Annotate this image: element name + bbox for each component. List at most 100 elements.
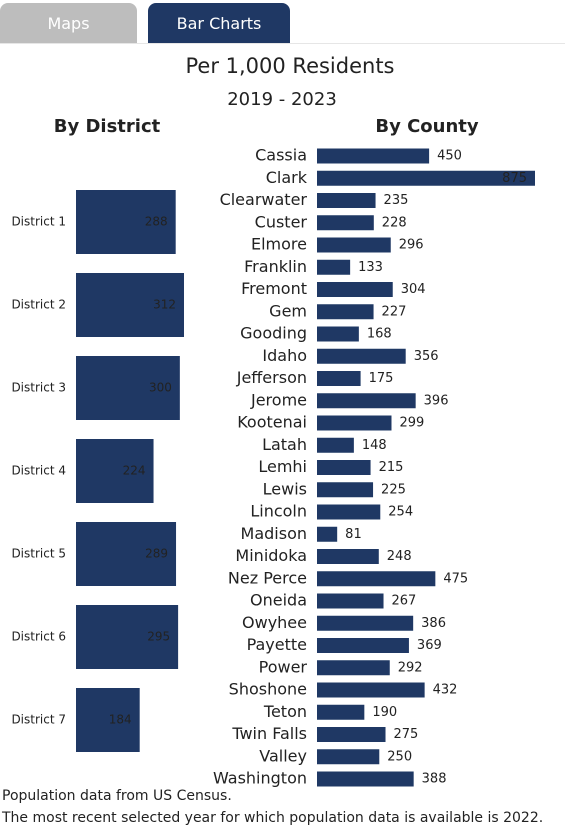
value-label: 225 [381,482,406,497]
value-label: 875 [502,171,527,186]
category-label: Gem [269,301,307,320]
category-label: Jefferson [236,368,307,387]
value-label: 296 [399,238,424,253]
value-label: 356 [414,349,439,364]
category-label: Idaho [262,346,307,365]
category-label: Minidoka [235,546,307,565]
bar [317,593,384,609]
value-label: 224 [123,464,146,478]
value-label: 168 [367,327,392,342]
bar [317,170,535,186]
bar [317,749,380,765]
note: Population data from US Census. [2,788,232,804]
bar [317,727,386,742]
bar [317,237,391,253]
category-label: District 2 [11,298,66,312]
value-label: 254 [388,505,413,520]
value-label: 248 [387,549,412,564]
value-label: 312 [153,298,176,312]
value-label: 190 [372,705,397,720]
bar [317,148,430,164]
category-label: Shoshone [229,680,307,699]
bar [317,660,390,676]
category-label: Franklin [244,257,307,276]
value-label: 81 [345,527,362,542]
category-label: Power [259,657,308,676]
tab[interactable]: Maps [0,3,137,44]
value-label: 228 [382,215,407,230]
value-label: 432 [433,683,458,698]
bar [76,190,176,254]
value-label: 288 [145,215,168,229]
value-label: 450 [437,149,462,164]
value-label: 267 [392,594,417,609]
value-label: 388 [422,772,447,787]
tab[interactable]: Bar Charts [148,3,290,44]
bar [317,482,374,498]
bar [317,304,374,320]
bar [317,371,361,386]
bar [317,282,393,297]
category-label: District 3 [11,381,66,395]
category-label: District 6 [11,630,66,644]
bar [317,571,436,587]
category-label: Jerome [250,390,307,409]
bar [317,393,416,409]
category-label: Lincoln [250,502,307,521]
chart-title: By District [54,116,161,137]
bar [76,356,180,420]
value-label: 386 [421,616,446,631]
bar [76,688,140,752]
value-label: 369 [417,638,442,653]
value-label: 175 [369,371,394,386]
category-label: Elmore [251,235,307,254]
value-label: 292 [398,660,423,675]
tab-underline [0,43,565,44]
bar [317,771,414,787]
note: The most recent selected year for which … [1,810,543,826]
bar [317,348,406,364]
value-label: 133 [358,260,383,275]
category-label: Latah [262,435,307,454]
bar [317,326,359,342]
bar [317,526,338,542]
value-label: 235 [384,193,409,208]
value-label: 250 [387,749,412,764]
category-label: Clark [266,168,308,187]
bar [317,549,379,564]
bar [317,704,365,720]
category-label: Payette [247,635,307,654]
category-label: District 4 [11,464,66,478]
value-label: 396 [424,393,449,408]
category-label: Teton [263,702,307,721]
value-label: 300 [149,381,172,395]
value-label: 184 [109,713,132,727]
bar [76,522,177,586]
category-label: Washington [213,769,307,788]
value-label: 304 [401,282,426,297]
value-label: 215 [379,460,404,475]
category-label: Clearwater [220,190,308,209]
bar [317,437,354,453]
category-label: Nez Perce [228,568,307,587]
bar [76,439,154,503]
value-label: 227 [382,304,407,319]
bar [76,605,179,669]
bar [317,259,351,275]
value-label: 295 [147,630,170,644]
value-label: 475 [443,571,468,586]
category-label: Gooding [240,324,307,343]
category-label: Cassia [255,146,307,165]
category-label: Fremont [241,279,307,298]
category-label: Owyhee [242,613,307,632]
bar [317,215,374,231]
category-label: Oneida [250,591,307,610]
bar [317,615,414,631]
bar [317,504,381,520]
page-title: Per 1,000 Residents [185,54,394,78]
bar [317,193,376,208]
category-label: District 7 [11,713,66,727]
value-label: 275 [394,727,419,742]
category-label: Lemhi [258,457,307,476]
